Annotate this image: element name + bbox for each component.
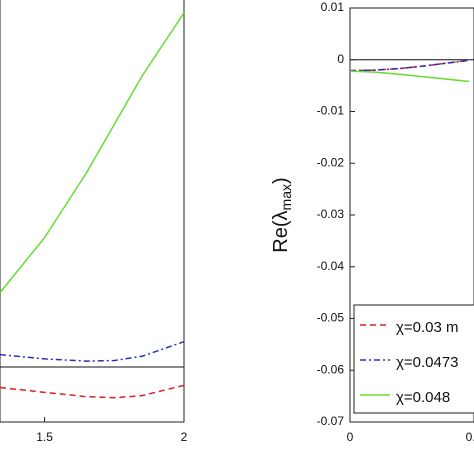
series-line [349, 59, 470, 72]
y-tick-label: -0.06 [317, 362, 345, 376]
y-tick-label: 0 [337, 52, 344, 66]
series-line [349, 59, 470, 72]
y-tick-label: -0.03 [317, 207, 345, 221]
legend-label: χ=0.0473 [396, 354, 459, 371]
legend-label: χ=0.048 [396, 389, 450, 406]
x-tick-label: 0 [347, 430, 354, 444]
x-tick-label: 2 [181, 430, 188, 444]
series-line [0, 384, 185, 399]
y-tick-label: -0.05 [317, 311, 345, 325]
series-line [0, 12, 185, 294]
y-tick-label: -0.01 [317, 104, 345, 118]
plot-frame [0, 0, 185, 423]
legend-label: χ=0.03 m [396, 319, 459, 336]
x-tick-label: 0.5 [466, 430, 474, 444]
series-line [0, 340, 185, 362]
y-axis-label: Re(λmax) [270, 177, 293, 252]
y-label-end: ) [270, 177, 292, 184]
y-tick-label: -0.07 [317, 414, 345, 428]
y-label-sub: max [278, 184, 294, 210]
x-tick-label: 1.5 [36, 430, 53, 444]
series-line [349, 70, 470, 83]
y-tick-label: -0.02 [317, 155, 345, 169]
y-label-main: Re(λ [270, 210, 292, 252]
y-tick-label: -0.04 [317, 259, 345, 273]
y-tick-label: 0.01 [321, 0, 345, 14]
